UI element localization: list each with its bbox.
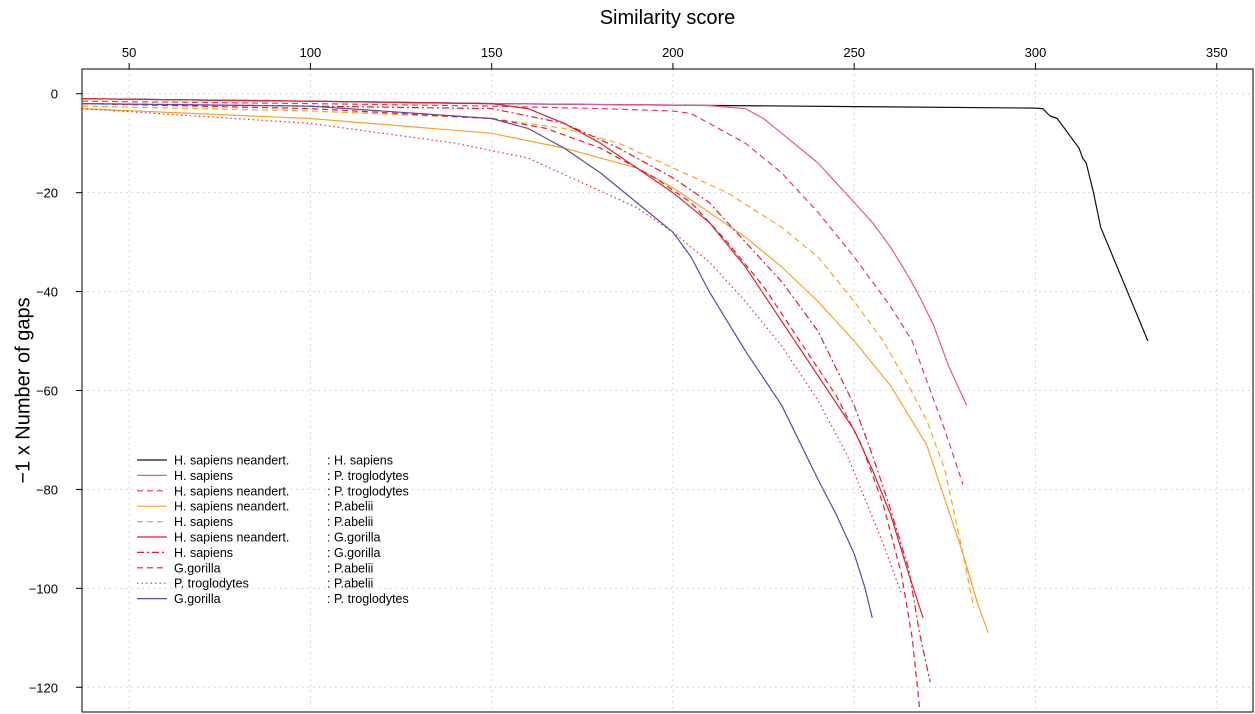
y-tick-label: 0	[51, 87, 58, 102]
legend-label: H. sapiens neandert.	[174, 531, 289, 545]
x-tick-label: 150	[481, 45, 503, 60]
legend-label-pair: : P.abelii	[327, 561, 373, 575]
legend-label: P. troglodytes	[174, 577, 249, 591]
series-line-5	[81, 105, 975, 609]
legend-label-pair: : P.abelii	[327, 577, 373, 591]
x-tick-label: 100	[300, 45, 322, 60]
legend-label-pair: : H. sapiens	[327, 454, 393, 468]
x-axis-title: Similarity score	[600, 7, 736, 29]
legend-label: H. sapiens	[174, 515, 233, 529]
legend-label: H. sapiens neandert.	[174, 454, 289, 468]
y-tick-label: −20	[36, 186, 58, 201]
x-tick-label: 250	[843, 45, 865, 60]
series-line-7	[81, 103, 931, 683]
series-line-2	[81, 98, 968, 406]
y-axis-title: −1 x Number of gaps	[12, 297, 34, 483]
legend-label: G.gorilla	[174, 592, 221, 606]
legend-label: H. sapiens	[174, 546, 233, 560]
series-line-10	[81, 103, 873, 619]
y-tick-label: −80	[36, 482, 58, 497]
legend-label: G.gorilla	[174, 561, 221, 575]
y-tick-label: −60	[36, 384, 58, 399]
x-tick-label: 200	[662, 45, 684, 60]
legend-label: H. sapiens neandert.	[174, 500, 289, 514]
legend-label-pair: : G.gorilla	[327, 531, 381, 545]
legend-label: H. sapiens	[174, 469, 233, 483]
legend-label-pair: : P. troglodytes	[327, 469, 409, 483]
y-tick-label: −100	[29, 581, 58, 596]
legend-label-pair: : P.abelii	[327, 500, 373, 514]
x-tick-label: 50	[122, 45, 136, 60]
legend-label-pair: : P.abelii	[327, 515, 373, 529]
x-tick-label: 300	[1025, 45, 1047, 60]
legend-label-pair: : P. troglodytes	[327, 484, 409, 498]
y-tick-label: −40	[36, 285, 58, 300]
series-line-8	[81, 103, 921, 708]
y-tick-label: −120	[29, 680, 58, 695]
x-axis: 50 100 150 200 250 300 350	[122, 45, 1228, 69]
series-lines	[81, 98, 1149, 708]
x-tick-label: 350	[1206, 45, 1228, 60]
legend: H. sapiens neandert. : H. sapiens H. sapie…	[137, 454, 409, 606]
y-axis: 0 −20 −40 −60 −80 −100 −120	[29, 87, 82, 695]
legend-label-pair: : P. troglodytes	[327, 592, 409, 606]
legend-label: H. sapiens neandert.	[174, 484, 289, 498]
series-line-3	[81, 100, 964, 485]
series-line-4	[81, 108, 989, 634]
series-line-1	[81, 98, 1149, 342]
legend-label-pair: : G.gorilla	[327, 546, 381, 560]
